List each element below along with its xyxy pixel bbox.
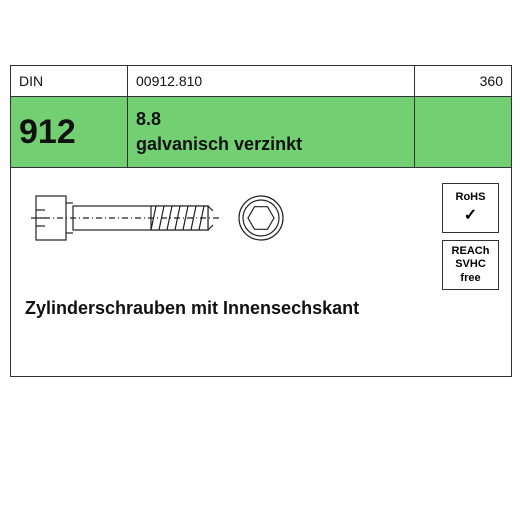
reach-line1: REACh xyxy=(452,245,490,258)
finish-label: galvanisch verzinkt xyxy=(136,134,406,155)
spec-row: 912 8.8 galvanisch verzinkt xyxy=(11,97,511,168)
reach-line2: SVHC xyxy=(455,258,486,271)
product-code: 00912.810 xyxy=(128,66,415,96)
product-title: Zylinderschrauben mit Innensechskant xyxy=(25,298,359,319)
reach-badge: REACh SVHC free xyxy=(442,240,499,290)
body-area: Zylinderschrauben mit Innensechskant RoH… xyxy=(11,168,511,376)
standard-label: DIN xyxy=(11,66,128,96)
spec-spacer xyxy=(415,97,511,167)
product-card: DIN 00912.810 360 912 8.8 galvanisch ver… xyxy=(10,65,512,377)
rohs-label: RoHS xyxy=(456,191,486,204)
reach-line3: free xyxy=(460,272,480,285)
spec-details: 8.8 galvanisch verzinkt xyxy=(128,97,415,167)
check-icon: ✓ xyxy=(464,206,477,225)
header-row: DIN 00912.810 360 xyxy=(11,66,511,97)
screw-diagram-icon xyxy=(31,188,311,248)
reference-number: 360 xyxy=(415,66,511,96)
rohs-badge: RoHS ✓ xyxy=(442,183,499,233)
din-number: 912 xyxy=(11,97,128,167)
grade-label: 8.8 xyxy=(136,109,406,130)
